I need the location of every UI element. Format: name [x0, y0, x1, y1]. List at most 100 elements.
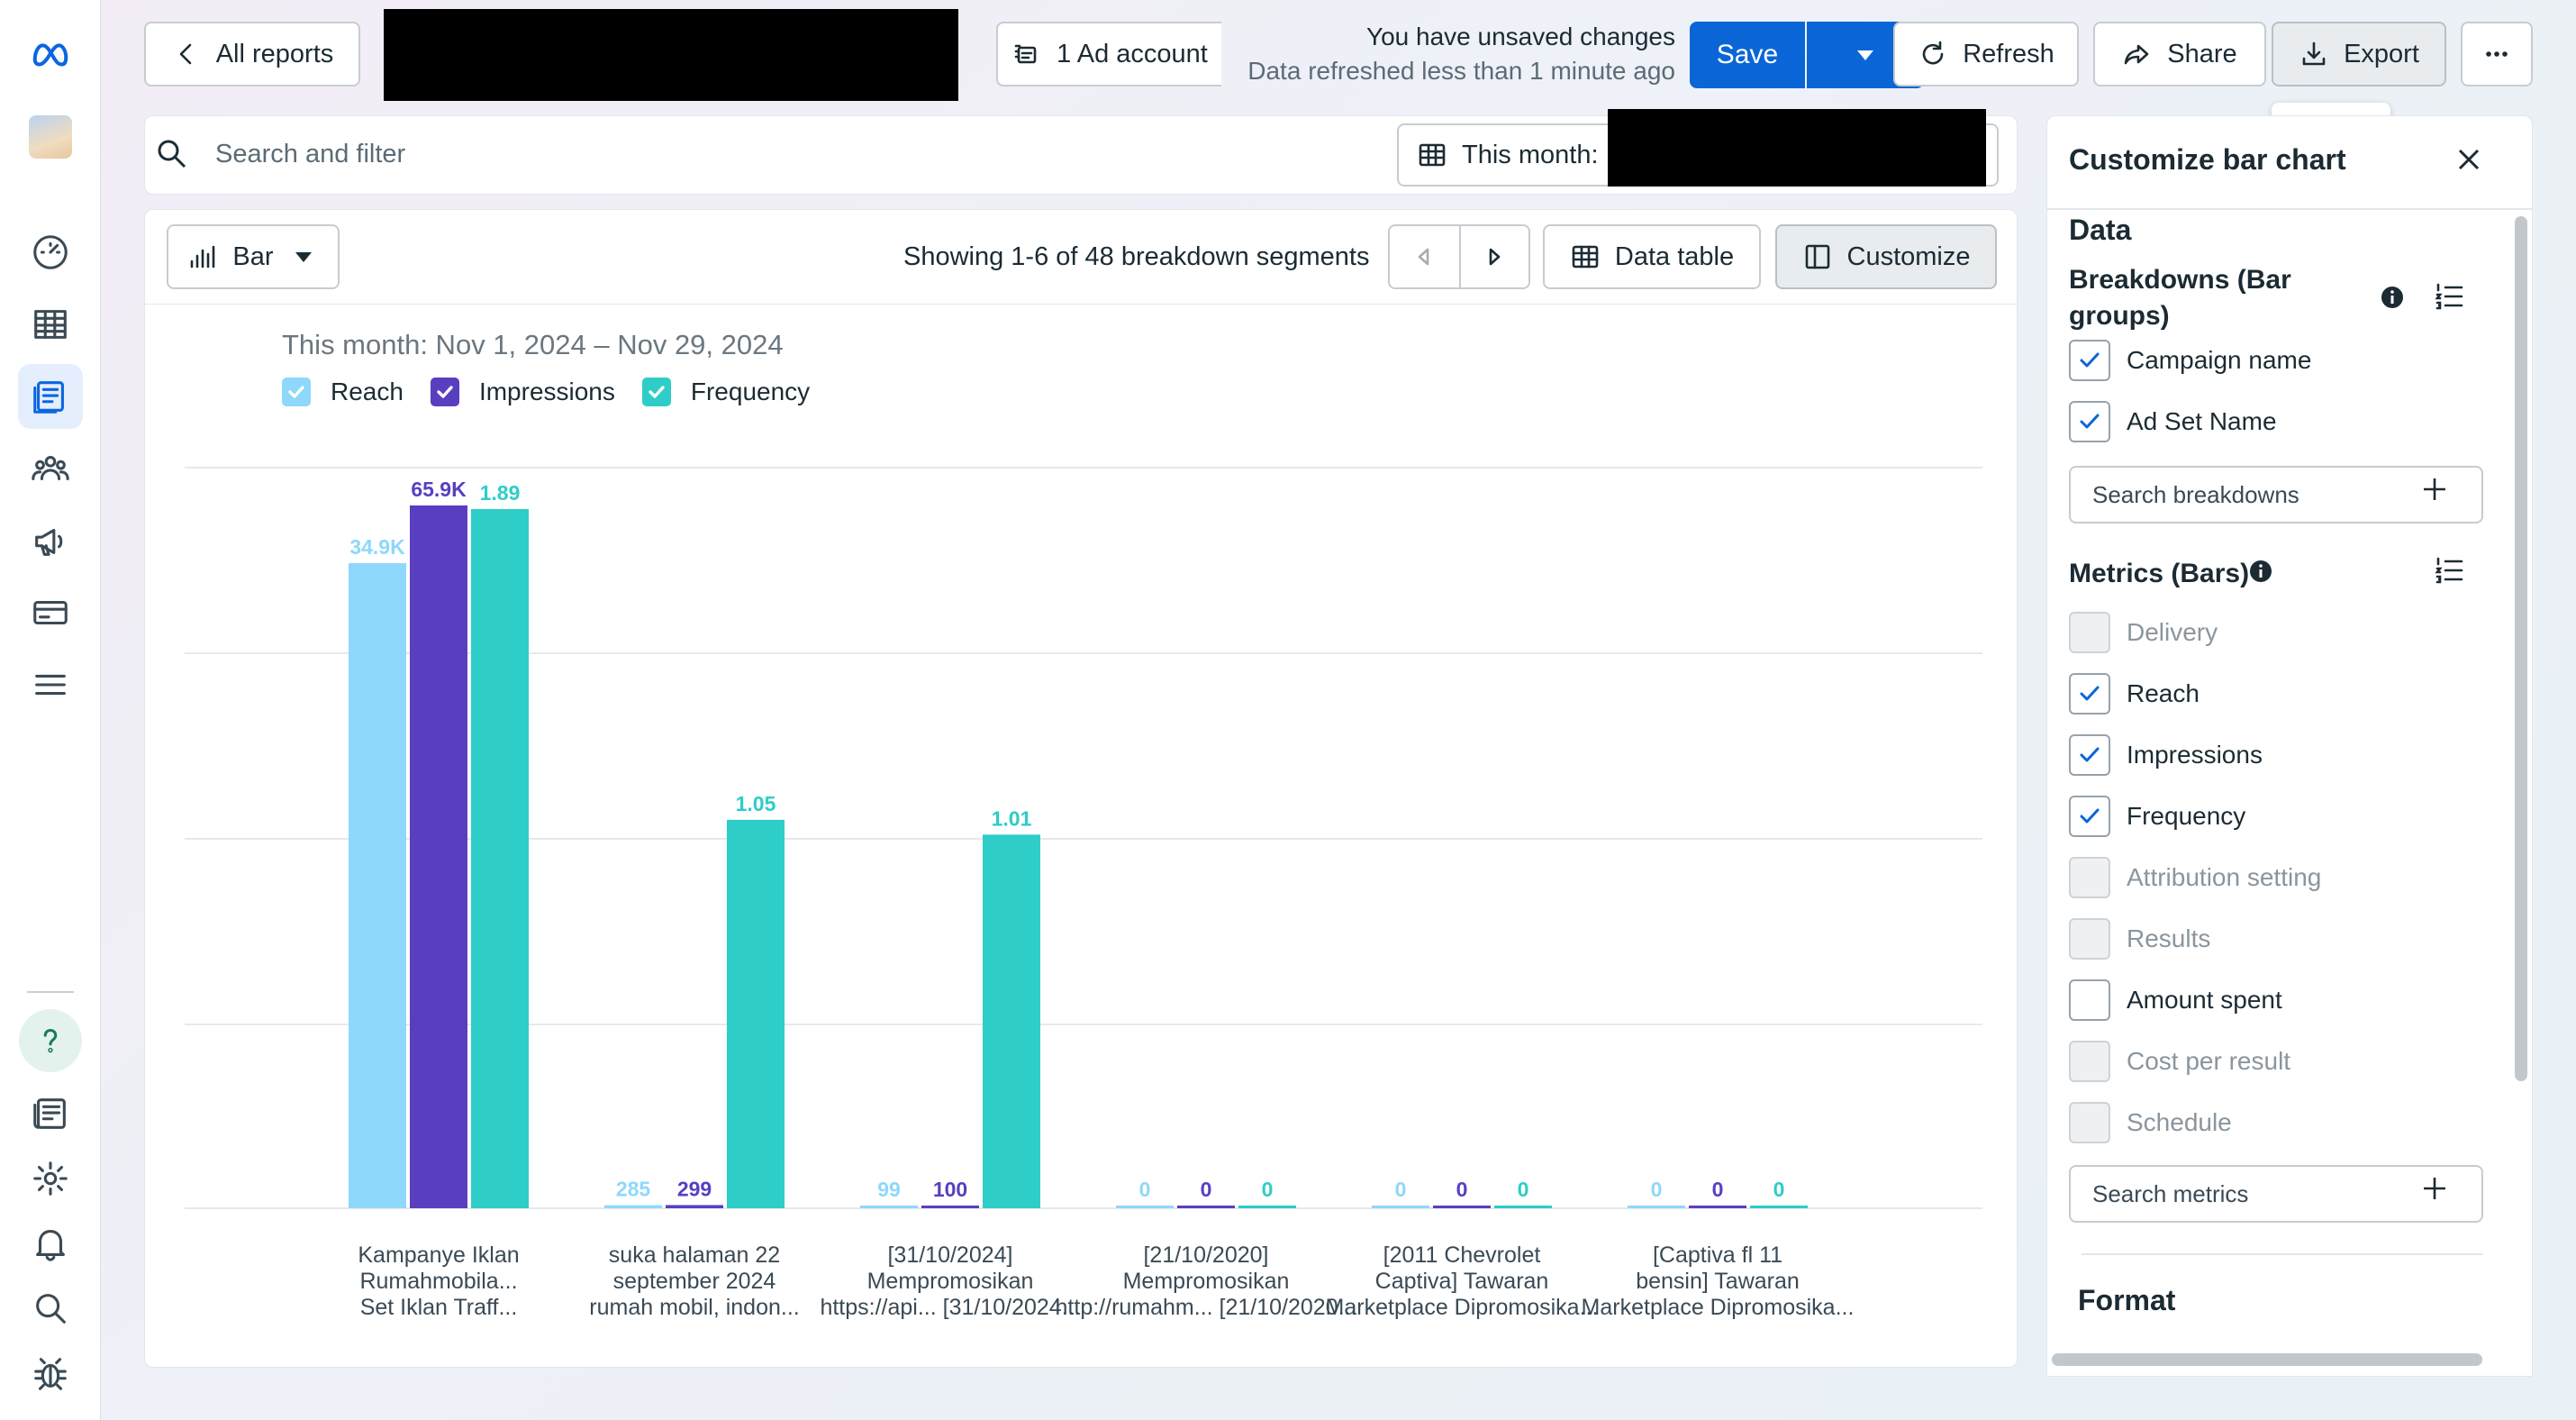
bar-impressions[interactable]: [1433, 1206, 1491, 1208]
help-icon[interactable]: [19, 1009, 82, 1072]
ad-account-selector[interactable]: 1 Ad account: [996, 22, 1221, 86]
checkbox-row[interactable]: Frequency: [2069, 796, 2245, 837]
bar-value-label: 1.01: [992, 806, 1032, 830]
legend-item[interactable]: Reach: [282, 378, 404, 406]
bar-reach[interactable]: [860, 1206, 918, 1208]
checkbox-row: Results: [2069, 918, 2210, 960]
checkbox-checked-icon[interactable]: [2069, 673, 2110, 715]
bug-report-icon[interactable]: [18, 1341, 83, 1406]
search-breakdowns-input[interactable]: Search breakdowns: [2069, 466, 2483, 523]
format-section-heading[interactable]: Format: [2078, 1284, 2176, 1316]
billing-card-icon[interactable]: [18, 580, 83, 645]
legend-item[interactable]: Frequency: [641, 378, 810, 406]
refresh-icon: [1922, 41, 1944, 65]
bar-impressions[interactable]: [1689, 1206, 1746, 1208]
bar-value-label: 285: [616, 1178, 651, 1201]
refresh-button[interactable]: Refresh: [1893, 22, 2079, 86]
bar-reach[interactable]: [1372, 1206, 1429, 1208]
share-button[interactable]: Share: [2093, 22, 2266, 86]
chart-type-selector[interactable]: Bar: [167, 224, 340, 289]
bar-reach[interactable]: [349, 563, 406, 1208]
bar-frequency[interactable]: [727, 819, 785, 1208]
bar-frequency[interactable]: [1238, 1206, 1296, 1208]
bar-frequency[interactable]: [1750, 1206, 1808, 1208]
bar-reach[interactable]: [1116, 1206, 1174, 1208]
settings-gear-icon[interactable]: [18, 1146, 83, 1211]
audiences-icon[interactable]: [18, 436, 83, 501]
save-button[interactable]: Save: [1690, 22, 1805, 88]
info-icon[interactable]: [2379, 284, 2406, 315]
panel-title: Customize bar chart: [2069, 143, 2346, 176]
bar-value-label: 299: [677, 1177, 712, 1200]
bar-frequency[interactable]: [983, 834, 1040, 1208]
campaigns-megaphone-icon[interactable]: [18, 508, 83, 573]
all-reports-button[interactable]: All reports: [144, 22, 360, 86]
search-filter-input[interactable]: Search and filter: [215, 140, 406, 168]
export-button[interactable]: Export: [2272, 22, 2446, 86]
close-panel-button[interactable]: [2451, 141, 2494, 185]
category-label: suka halaman 22: [609, 1242, 780, 1268]
search-icon[interactable]: [18, 1276, 83, 1341]
bar-frequency[interactable]: [471, 509, 529, 1208]
table-icon: [1572, 245, 1599, 269]
checkbox-checked-icon[interactable]: [2069, 796, 2110, 837]
checkbox-row[interactable]: Campaign name: [2069, 340, 2311, 381]
checkbox-row[interactable]: Reach: [2069, 673, 2200, 715]
checkbox-label: Results: [2127, 924, 2211, 952]
left-nav-rail: [0, 0, 101, 1420]
all-tools-menu-icon[interactable]: [18, 652, 83, 717]
search-icon: [152, 134, 195, 178]
reorder-list-icon[interactable]: [2433, 554, 2469, 590]
reorder-list-icon[interactable]: [2433, 280, 2469, 316]
table-grid-icon[interactable]: [18, 292, 83, 357]
news-icon[interactable]: [18, 1081, 83, 1146]
previous-page-button[interactable]: [1390, 226, 1459, 287]
checkbox-checked-icon[interactable]: [2069, 401, 2110, 442]
reports-icon[interactable]: [18, 364, 83, 429]
bar-value-label: 1.89: [480, 481, 521, 505]
segment-pager: [1388, 224, 1530, 289]
category-label: rumah mobil, indon...: [589, 1295, 799, 1320]
bar-value-label: 65.9K: [411, 478, 467, 501]
checkbox-row[interactable]: Amount spent: [2069, 979, 2282, 1021]
customize-button[interactable]: Customize: [1775, 224, 1997, 289]
account-avatar[interactable]: [18, 105, 83, 169]
data-table-button[interactable]: Data table: [1543, 224, 1761, 289]
bar-reach[interactable]: [604, 1205, 662, 1208]
breakdowns-heading: Breakdowns (Bar groups): [2069, 265, 2291, 331]
add-metric-icon[interactable]: [2420, 1174, 2460, 1214]
info-icon[interactable]: [2247, 558, 2274, 589]
notifications-bell-icon[interactable]: [18, 1211, 83, 1276]
side-panel-icon: [1805, 244, 1829, 269]
checkbox-empty-icon[interactable]: [2069, 979, 2110, 1021]
category-label: [2011 Chevrolet: [1383, 1242, 1541, 1268]
checkbox-label: Campaign name: [2127, 346, 2312, 374]
checkbox-empty-icon: [2069, 1041, 2110, 1082]
add-breakdown-icon[interactable]: [2420, 475, 2460, 514]
legend-item[interactable]: Impressions: [430, 378, 615, 406]
bar-impressions[interactable]: [1177, 1206, 1235, 1208]
bar-value-label: 0: [1712, 1178, 1724, 1201]
bar-reach[interactable]: [1628, 1206, 1685, 1208]
more-options-button[interactable]: [2461, 22, 2533, 86]
category-label: Marketplace Dipromosika...: [1326, 1295, 1599, 1320]
data-section-heading: Data: [2069, 214, 2132, 246]
triangle-right-icon: [1490, 248, 1501, 266]
bar-frequency[interactable]: [1494, 1206, 1552, 1208]
search-metrics-input[interactable]: Search metrics: [2069, 1165, 2483, 1223]
next-page-button[interactable]: [1458, 226, 1528, 287]
chart-card: Bar Showing 1-6 of 48 breakdown segments…: [144, 209, 2018, 1368]
panel-horizontal-scrollbar[interactable]: [2052, 1353, 2482, 1366]
checkbox-checked-icon[interactable]: [2069, 340, 2110, 381]
checkbox-empty-icon: [2069, 612, 2110, 653]
checkbox-row[interactable]: Ad Set Name: [2069, 401, 2277, 442]
bar-impressions[interactable]: [666, 1205, 723, 1208]
panel-vertical-scrollbar[interactable]: [2515, 216, 2527, 1081]
checkbox-row[interactable]: Impressions: [2069, 734, 2263, 776]
bar-value-label: 0: [1262, 1178, 1274, 1201]
dashboard-gauge-icon[interactable]: [18, 220, 83, 285]
bar-impressions[interactable]: [921, 1206, 979, 1208]
meta-logo-icon[interactable]: [18, 22, 83, 86]
checkbox-checked-icon[interactable]: [2069, 734, 2110, 776]
bar-impressions[interactable]: [410, 505, 467, 1208]
